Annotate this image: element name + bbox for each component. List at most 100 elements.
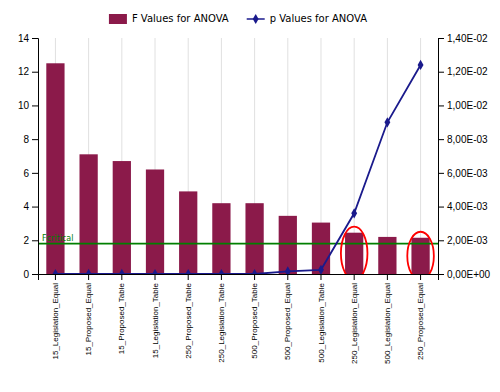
marks — [38, 38, 438, 274]
tick-label: 14 — [18, 33, 30, 44]
axis-line — [39, 275, 439, 281]
y2-axis: 0,00E+002,00E-034,00E-036,00E-038,00E-03… — [438, 33, 491, 280]
marker — [152, 269, 158, 274]
tick: 500_Proposed_Equal — [283, 274, 292, 360]
tick-label: 250_Proposed_Table — [184, 282, 193, 358]
chart: Fcritical024681012140,00E+002,00E-034,00… — [0, 0, 500, 392]
tick: 500_Legislation_Table — [317, 274, 326, 363]
tick: 6,00E-03 — [438, 168, 488, 179]
highlight-ellipse — [341, 227, 368, 274]
tick-label: 4 — [23, 201, 29, 212]
tick-mark — [420, 274, 421, 280]
line — [55, 65, 420, 274]
bar — [345, 233, 363, 274]
tick-mark — [254, 274, 255, 280]
tick: 500_Legislation_Equal — [383, 274, 392, 364]
tick-label: 8 — [23, 134, 29, 145]
tick-mark — [32, 72, 38, 73]
tick: 2,00E-03 — [438, 235, 488, 246]
legend-marker — [253, 14, 259, 24]
tick-mark — [155, 274, 156, 280]
tick-label: 0,00E+00 — [447, 269, 491, 280]
marker — [86, 269, 92, 274]
tick-label: 15_Legislation_Equal — [51, 283, 60, 360]
tick: 10 — [18, 100, 38, 111]
tick-label: 15_Proposed_Equal — [84, 283, 93, 356]
legend: F Values for ANOVA p Values for ANOVA — [109, 13, 367, 24]
bars — [46, 63, 429, 274]
tick: 6 — [23, 168, 38, 179]
tick-mark — [438, 72, 444, 73]
tick: 0,00E+00 — [438, 269, 491, 280]
tick-mark — [188, 274, 189, 280]
tick: 15_Legislation_Table — [151, 274, 160, 358]
tick-label: 250_Proposed_Equal — [416, 283, 425, 360]
tick-label: 6,00E-03 — [447, 168, 488, 179]
bar — [378, 237, 396, 274]
marker — [285, 266, 291, 274]
tick-mark — [438, 207, 444, 208]
legend-label: p Values for ANOVA — [270, 13, 368, 24]
tick-label: 4,00E-03 — [447, 201, 488, 212]
marker — [119, 269, 125, 274]
tick-label: 15_Proposed_Table — [117, 282, 126, 354]
tick-label: 500_Proposed_Table — [250, 282, 259, 358]
tick-label: 250_Legislation_Table — [217, 282, 226, 362]
tick: 15_Proposed_Table — [117, 274, 126, 354]
tick-mark — [438, 105, 444, 106]
tick-label: 1,40E-02 — [447, 33, 488, 44]
x-axis: 15_Legislation_Equal 15_Proposed_Equal 15_… — [39, 274, 439, 364]
tick-mark — [32, 139, 38, 140]
tick-label: 500_Proposed_Equal — [283, 283, 292, 360]
bar — [179, 191, 197, 274]
marker — [318, 265, 324, 274]
tick-mark — [320, 274, 321, 280]
axis-line — [32, 39, 39, 275]
plot: Fcritical024681012140,00E+002,00E-034,00… — [18, 33, 491, 364]
tick-mark — [88, 274, 89, 280]
tick: 250_Legislation_Table — [217, 274, 226, 363]
tick-label: 2,00E-03 — [447, 235, 488, 246]
tick: 4 — [23, 201, 38, 212]
bar — [212, 203, 230, 274]
bar — [312, 223, 330, 274]
marker — [384, 117, 390, 127]
tick: 0 — [23, 269, 38, 280]
tick-label: 12 — [18, 66, 30, 77]
tick-label: 2 — [23, 235, 29, 246]
tick-mark — [55, 274, 56, 280]
markers — [52, 60, 423, 274]
bar — [146, 169, 164, 274]
highlight-ellipse — [407, 232, 434, 274]
tick-label: 500_Legislation_Table — [317, 282, 326, 362]
tick: 8 — [23, 134, 38, 145]
tick: 250_Legislation_Equal — [350, 274, 359, 364]
bar — [79, 154, 97, 274]
tick-label: 250_Legislation_Equal — [350, 283, 359, 364]
marker — [418, 60, 424, 70]
tick-mark — [387, 274, 388, 280]
tick-label: 500_Legislation_Equal — [383, 283, 392, 364]
tick-label: 15_Legislation_Table — [151, 282, 160, 358]
legend-label: F Values for ANOVA — [132, 13, 229, 24]
tick-label: 0 — [23, 269, 29, 280]
tick-mark — [354, 274, 355, 280]
tick: 4,00E-03 — [438, 201, 488, 212]
tick: 250_Proposed_Equal — [416, 274, 425, 360]
chart-container: Fcritical024681012140,00E+002,00E-034,00… — [0, 0, 500, 392]
tick-label: 6 — [23, 168, 29, 179]
tick: 1,40E-02 — [438, 33, 488, 44]
marker — [185, 269, 191, 274]
marker — [351, 208, 357, 218]
tick-label: 1,20E-02 — [447, 66, 488, 77]
y-axis: 0 2 4 6 8 10 12 14 — [18, 33, 39, 280]
bar — [279, 216, 297, 274]
tick-mark — [121, 274, 122, 280]
tick-mark — [438, 38, 444, 39]
tick-mark — [32, 274, 38, 275]
tick: 1,00E-02 — [438, 100, 488, 111]
tick: 1,20E-02 — [438, 66, 488, 77]
tick-mark — [32, 105, 38, 106]
tick: 2 — [23, 235, 38, 246]
tick-mark — [221, 274, 222, 280]
